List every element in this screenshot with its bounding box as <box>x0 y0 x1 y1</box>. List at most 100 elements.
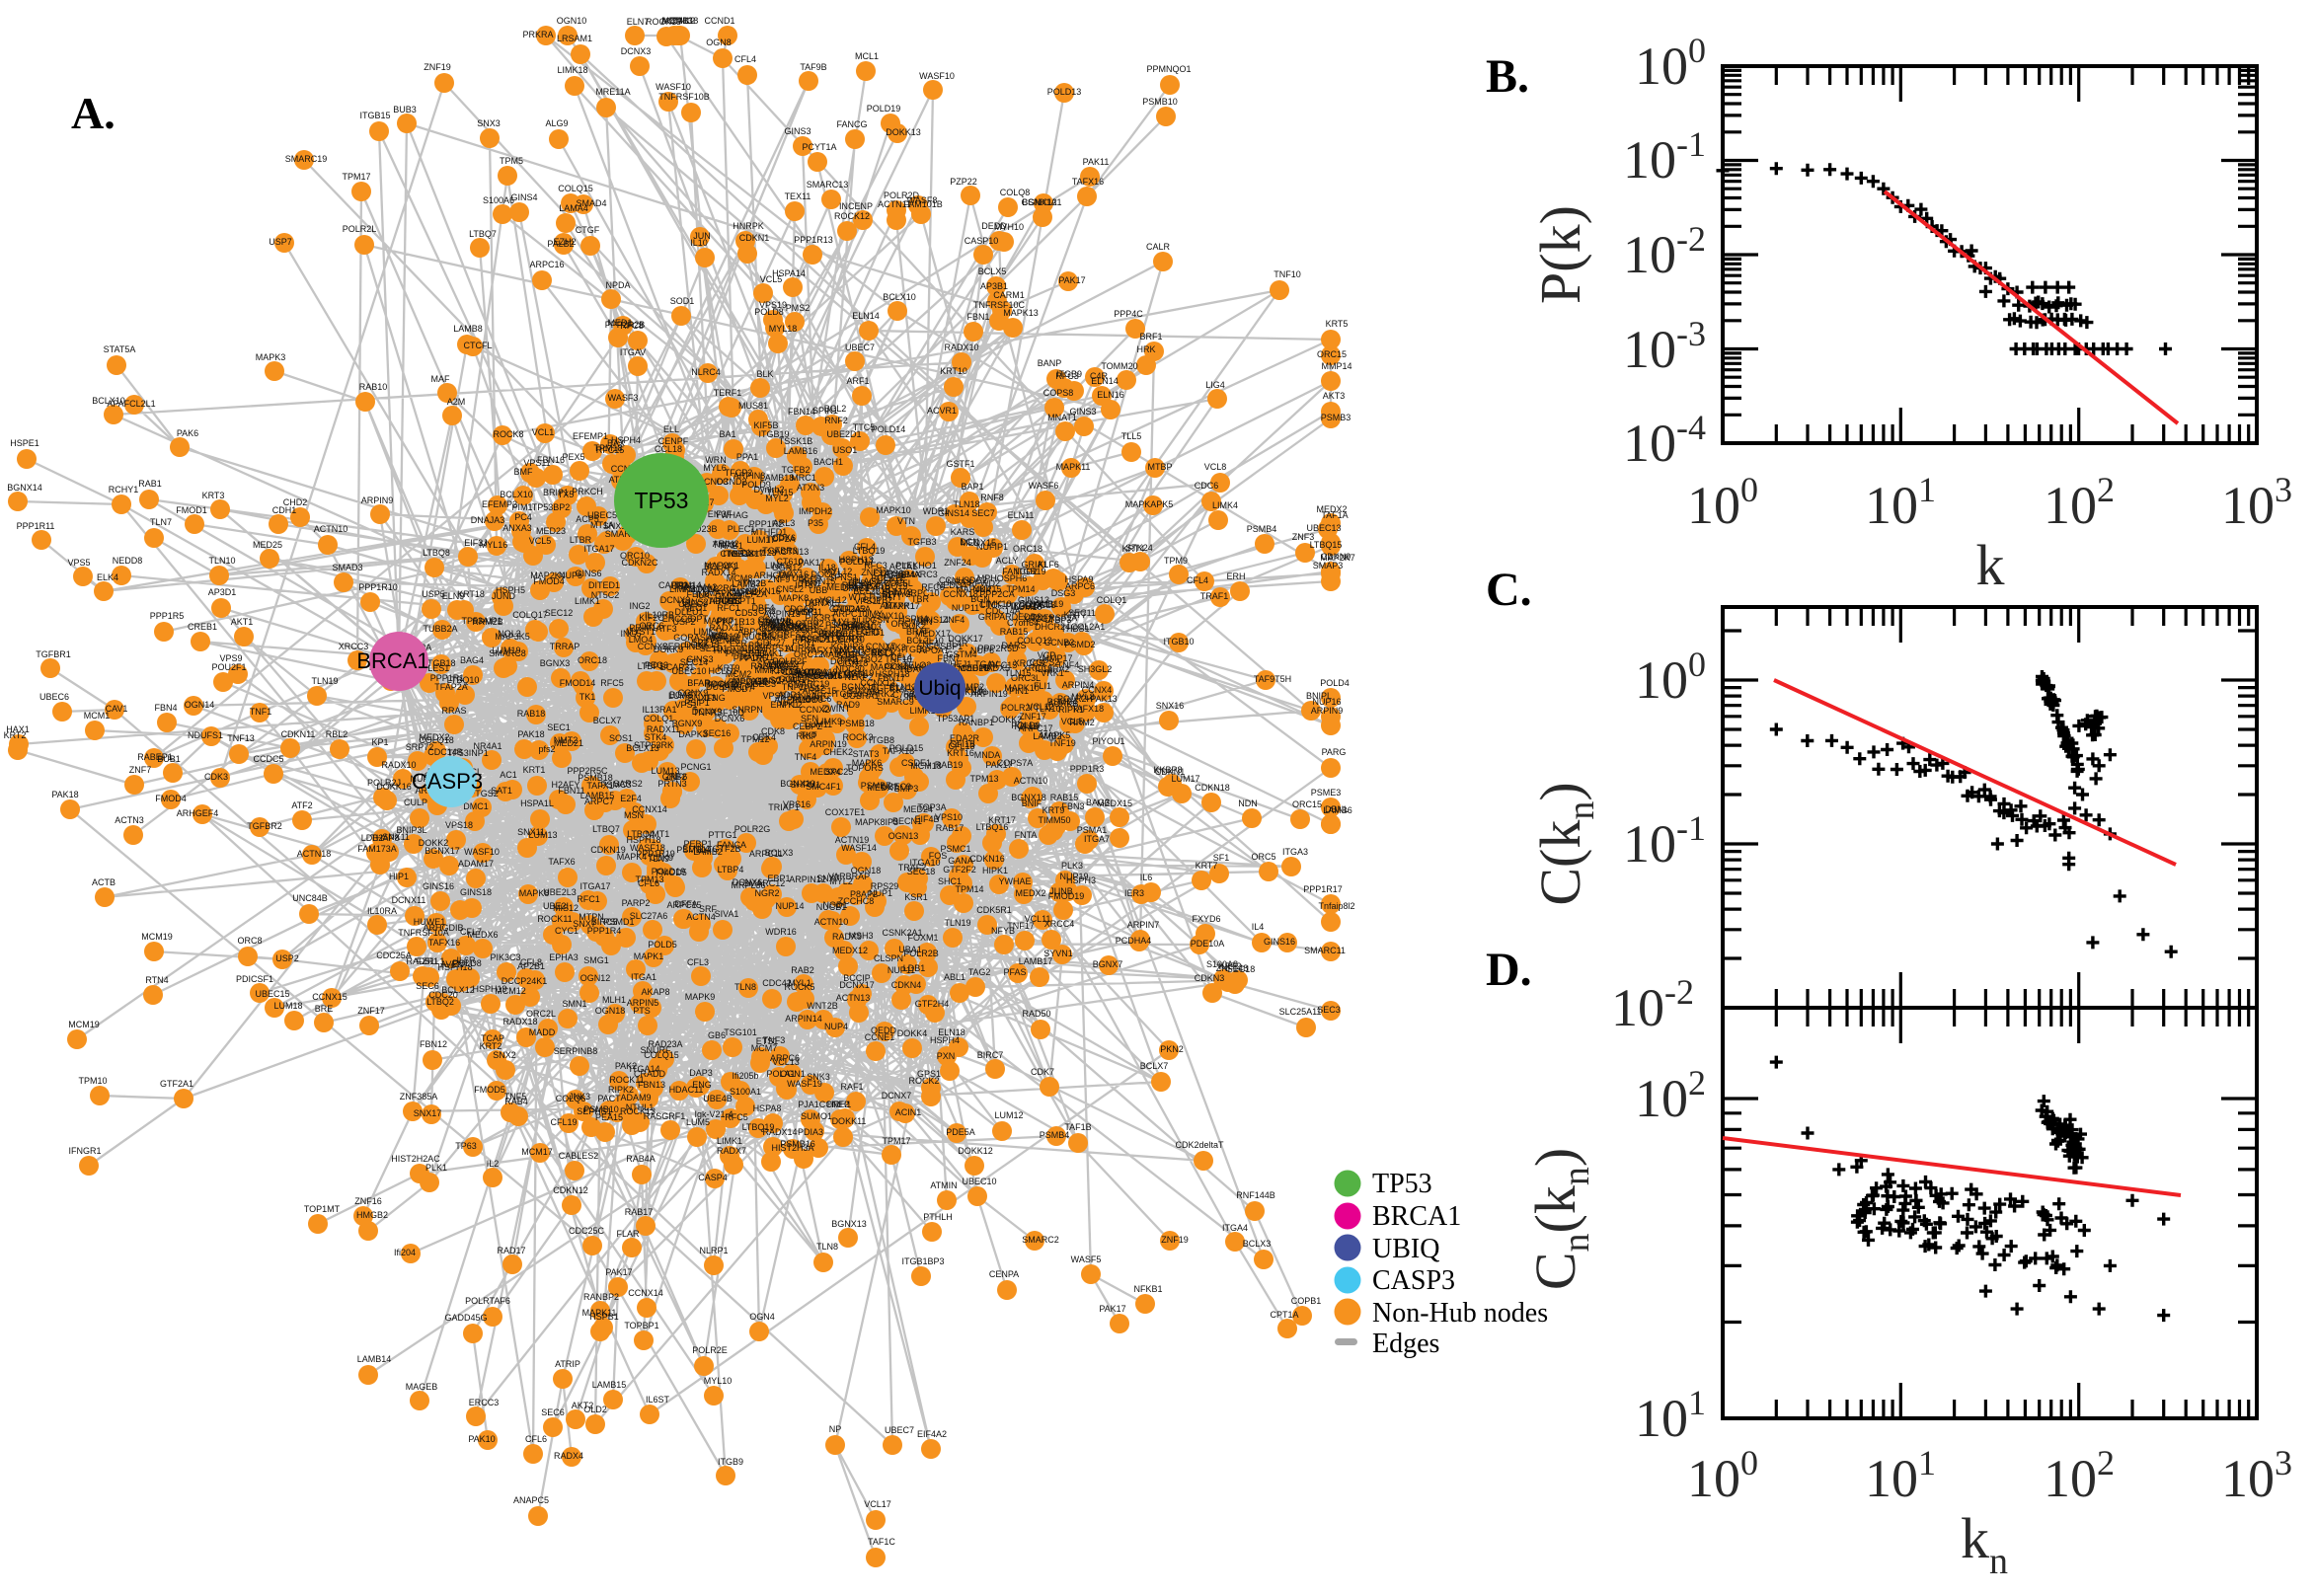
svg-text:PIYOU1: PIYOU1 <box>1092 736 1124 746</box>
svg-text:AKT1: AKT1 <box>231 617 254 627</box>
svg-text:POLD19: POLD19 <box>652 867 686 876</box>
svg-text:TLL5: TLL5 <box>1121 431 1142 441</box>
svg-text:PAK6: PAK6 <box>177 428 198 438</box>
svg-text:E2F4: E2F4 <box>620 794 642 803</box>
svg-text:NUP7: NUP7 <box>852 616 876 626</box>
svg-text:LTBQ4: LTBQ4 <box>627 829 655 839</box>
svg-text:MCM1: MCM1 <box>84 711 111 721</box>
svg-text:AC1: AC1 <box>500 770 517 780</box>
svg-text:KARS: KARS <box>951 527 975 537</box>
svg-text:NFYB: NFYB <box>991 926 1015 936</box>
svg-text:UQCRFS1: UQCRFS1 <box>763 630 806 640</box>
svg-text:PPMNQO1: PPMNQO1 <box>1146 64 1191 74</box>
svg-text:NDN: NDN <box>1238 798 1258 808</box>
svg-text:POLD14: POLD14 <box>872 424 906 434</box>
svg-text:ROCK12: ROCK12 <box>834 211 870 221</box>
svg-text:PSMA1: PSMA1 <box>1077 825 1108 835</box>
svg-text:FNTA: FNTA <box>1015 830 1038 840</box>
svg-text:COPS7A: COPS7A <box>997 758 1034 768</box>
svg-text:BAG3: BAG3 <box>1086 798 1110 807</box>
svg-text:HTT: HTT <box>885 592 902 602</box>
svg-text:TAFX18: TAFX18 <box>883 746 914 756</box>
svg-text:LTBP3: LTBP3 <box>1045 615 1072 625</box>
svg-text:UNC84B: UNC84B <box>292 893 328 903</box>
svg-text:HSPH4: HSPH4 <box>930 1035 960 1045</box>
svg-text:CCDC5: CCDC5 <box>253 754 283 764</box>
svg-text:WASF10: WASF10 <box>919 71 955 81</box>
svg-text:PZP22: PZP22 <box>950 177 977 187</box>
svg-text:CDKN12: CDKN12 <box>553 1185 588 1195</box>
svg-text:BGNX12: BGNX12 <box>1022 197 1057 207</box>
svg-text:ACLY: ACLY <box>996 556 1019 566</box>
svg-text:BCLX7: BCLX7 <box>1140 1061 1169 1071</box>
svg-text:FXYD6: FXYD6 <box>1192 914 1220 924</box>
svg-text:SMARC13: SMARC13 <box>807 180 849 190</box>
svg-text:ELK4: ELK4 <box>97 572 118 582</box>
svg-text:FMOD4: FMOD4 <box>155 794 187 803</box>
svg-text:DBNL: DBNL <box>1325 804 1349 814</box>
svg-text:HSPH3: HSPH3 <box>1066 875 1096 885</box>
svg-text:SNX10: SNX10 <box>876 611 904 621</box>
svg-text:ACTN4: ACTN4 <box>686 912 716 922</box>
svg-text:ARPIN12: ARPIN12 <box>789 874 826 884</box>
svg-text:MAPK11: MAPK11 <box>708 588 742 598</box>
svg-text:TPM5: TPM5 <box>500 156 523 166</box>
svg-text:ITGB18: ITGB18 <box>723 549 753 559</box>
svg-text:ARPIN9: ARPIN9 <box>361 495 394 505</box>
svg-text:INCENP: INCENP <box>839 201 873 211</box>
svg-text:TK1: TK1 <box>579 692 596 702</box>
svg-text:ITGA17: ITGA17 <box>579 881 610 891</box>
svg-text:FMOD14: FMOD14 <box>560 678 596 688</box>
svg-text:CFL4: CFL4 <box>734 54 756 64</box>
svg-text:KRT2: KRT2 <box>4 730 27 740</box>
svg-text:TNF4: TNF4 <box>795 752 817 762</box>
svg-text:TPM10: TPM10 <box>78 1076 107 1086</box>
svg-text:WRN: WRN <box>705 455 727 465</box>
svg-text:DOKK4: DOKK4 <box>897 1028 928 1038</box>
svg-text:LTBQ10: LTBQ10 <box>447 675 480 685</box>
svg-text:UBEC15: UBEC15 <box>255 989 289 999</box>
svg-text:ITGA1: ITGA1 <box>631 972 656 982</box>
svg-text:PIK3C3: PIK3C3 <box>490 952 520 962</box>
svg-text:EIF4A2: EIF4A2 <box>917 1429 947 1439</box>
svg-text:BIRC6: BIRC6 <box>806 694 832 704</box>
svg-text:VPS18: VPS18 <box>445 820 473 830</box>
svg-text:ZNF385A: ZNF385A <box>400 1092 438 1102</box>
svg-text:IL10RA: IL10RA <box>367 906 397 916</box>
svg-text:SMARC2: SMARC2 <box>1022 1235 1059 1245</box>
svg-text:HSPA1L: HSPA1L <box>520 798 554 808</box>
svg-text:PAK17: PAK17 <box>798 558 824 568</box>
svg-text:ITGA7: ITGA7 <box>1084 834 1110 844</box>
svg-text:MCL1: MCL1 <box>855 51 879 61</box>
svg-text:TSG101: TSG101 <box>724 1027 757 1037</box>
svg-text:SNX16: SNX16 <box>1156 701 1185 711</box>
svg-text:CDKN1: CDKN1 <box>739 233 770 243</box>
svg-text:MAPK8: MAPK8 <box>779 593 810 603</box>
svg-text:PPP1R4: PPP1R4 <box>587 926 622 936</box>
svg-text:NLRP1: NLRP1 <box>699 1246 728 1255</box>
svg-text:SNX11: SNX11 <box>517 827 545 837</box>
svg-text:CTGF: CTGF <box>576 225 600 235</box>
svg-text:CFL3: CFL3 <box>687 957 709 967</box>
svg-text:MED23: MED23 <box>536 526 566 536</box>
svg-text:PSME3: PSME3 <box>1311 788 1342 798</box>
svg-text:B.: B. <box>1486 50 1529 103</box>
svg-text:PJA1: PJA1 <box>798 1100 819 1109</box>
svg-text:RFC1: RFC1 <box>577 894 600 904</box>
svg-text:POLRTAF6: POLRTAF6 <box>465 1296 510 1306</box>
svg-text:RAB19: RAB19 <box>711 632 739 642</box>
svg-text:FBN7: FBN7 <box>937 653 960 663</box>
svg-text:WASF10: WASF10 <box>464 847 500 857</box>
svg-text:Ubiq: Ubiq <box>918 677 961 700</box>
svg-text:WASF18: WASF18 <box>630 843 665 853</box>
svg-text:HSPA8: HSPA8 <box>753 1103 782 1113</box>
svg-text:RAB1A: RAB1A <box>750 661 780 671</box>
svg-text:YWHAG: YWHAG <box>715 510 748 520</box>
svg-text:TLN9: TLN9 <box>648 854 669 864</box>
svg-text:PCDHA4: PCDHA4 <box>1116 936 1152 946</box>
svg-text:PXN: PXN <box>937 1051 956 1061</box>
svg-text:SMARC19: SMARC19 <box>285 154 328 164</box>
svg-text:CDK3: CDK3 <box>204 772 228 782</box>
svg-text:COLQ1: COLQ1 <box>1097 595 1127 605</box>
svg-text:ELL: ELL <box>663 424 679 434</box>
